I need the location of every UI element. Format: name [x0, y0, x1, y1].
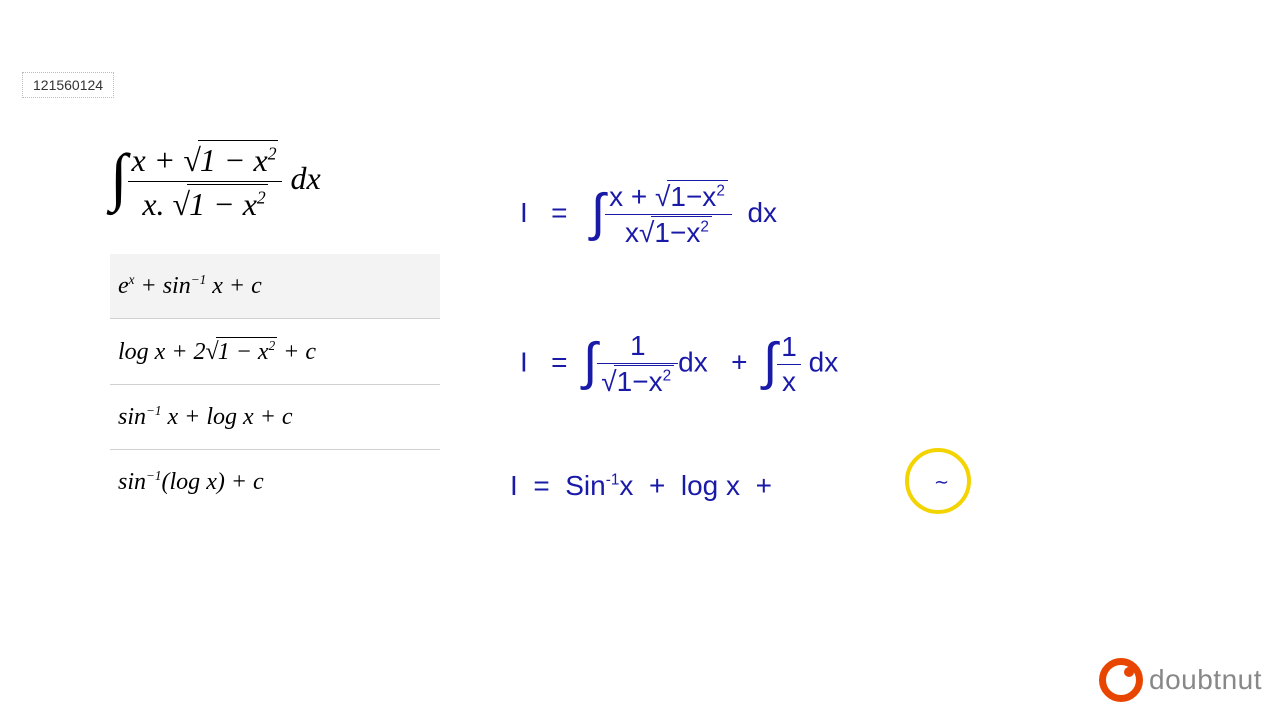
question-panel: ∫ x + 1 − x2 x. 1 − x2 dx ex + sin−1 x +… — [110, 140, 460, 514]
question-id-badge: 121560124 — [22, 72, 114, 98]
pen-tip-mark: ∼ — [934, 472, 949, 493]
hw-eq-2: = — [551, 346, 567, 377]
integral-sign-hw-1: ∫ — [591, 183, 605, 243]
option-b[interactable]: log x + 21 − x2 + c — [110, 319, 440, 385]
logo-dot-icon — [1124, 667, 1134, 677]
hw-dx-1: dx — [747, 197, 777, 228]
logo-text: doubtnut — [1149, 664, 1262, 696]
option-a[interactable]: ex + sin−1 x + c — [110, 254, 440, 319]
hw-frac-den-2b: x — [777, 365, 801, 398]
hw-dx-2b: dx — [809, 346, 839, 377]
hw-frac-num-2a: 1 — [597, 330, 678, 364]
hw-line-3: I = Sin-1x + log x + — [510, 470, 772, 502]
answer-options: ex + sin−1 x + c log x + 21 − x2 + c sin… — [110, 254, 440, 514]
hw-I-1: I — [520, 197, 528, 228]
hw-dx-2a: dx — [678, 346, 708, 377]
integral-question: ∫ x + 1 − x2 x. 1 − x2 dx — [110, 140, 460, 224]
handwritten-solution: I = ∫ x + 1−x2 x1−x2 dx I = ∫ 1 1−x2 dx … — [500, 170, 1200, 570]
hw-I-2: I — [520, 346, 528, 377]
integral-sign-hw-2a: ∫ — [583, 332, 597, 392]
hw-frac-num-2b: 1 — [777, 331, 801, 365]
option-d[interactable]: sin−1(log x) + c — [110, 450, 440, 514]
integral-sign: ∫ — [110, 139, 128, 216]
hw-eq-1: = — [551, 197, 567, 228]
logo-ring-icon — [1099, 658, 1143, 702]
integral-sign-hw-2b: ∫ — [763, 332, 777, 392]
brand-logo: doubtnut — [1099, 658, 1262, 702]
option-c[interactable]: sin−1 x + log x + c — [110, 385, 440, 450]
hw-plus-2: + — [731, 346, 747, 377]
